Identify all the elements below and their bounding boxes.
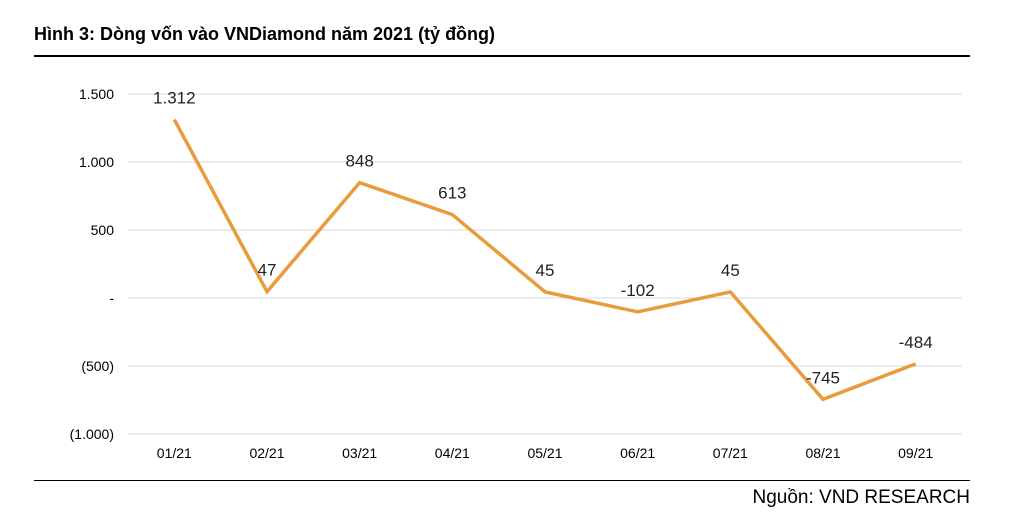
- source-note: Nguồn: VND RESEARCH: [752, 487, 970, 508]
- footer-rule: [34, 480, 970, 481]
- gridlines: [128, 93, 962, 435]
- chart-title: Hình 3: Dòng vốn vào VNDiamond năm 2021 …: [34, 24, 496, 44]
- y-tick-label: 1.000: [79, 154, 114, 170]
- y-tick-label: (1.000): [70, 426, 114, 442]
- data-label: -745: [806, 368, 840, 387]
- x-tick-label: 01/21: [157, 445, 192, 461]
- y-tick-label: 500: [91, 222, 115, 238]
- data-label: 613: [438, 184, 466, 203]
- data-label: 848: [345, 152, 373, 171]
- data-label: 45: [721, 261, 740, 280]
- title-rule: [34, 55, 970, 57]
- data-label: -484: [899, 333, 933, 352]
- x-tick-label: 04/21: [435, 445, 470, 461]
- x-tick-label: 07/21: [713, 445, 748, 461]
- x-tick-label: 09/21: [898, 445, 933, 461]
- x-tick-label: 02/21: [249, 445, 284, 461]
- x-tick-label: 06/21: [620, 445, 655, 461]
- data-label: 1.312: [153, 89, 196, 108]
- x-tick-label: 03/21: [342, 445, 377, 461]
- y-tick-label: 1.500: [79, 86, 114, 102]
- data-labels: 1.312 47 848 613 45 -102 45 -745 -484: [153, 89, 933, 388]
- x-tick-label: 05/21: [527, 445, 562, 461]
- y-tick-label: (500): [81, 358, 114, 374]
- data-label: 47: [258, 261, 277, 280]
- x-tick-label: 08/21: [805, 445, 840, 461]
- data-label: 45: [536, 261, 555, 280]
- data-label: -102: [621, 281, 655, 300]
- x-axis-ticks: 01/21 02/21 03/21 04/21 05/21 06/21 07/21 08/21…: [157, 445, 934, 461]
- y-tick-label: -: [109, 290, 114, 306]
- line-chart: 1.500 1.000 500 - (500) (1.000) 01/21 02/21 03/…: [70, 86, 962, 461]
- series-line: [172, 118, 917, 402]
- y-axis-ticks: 1.500 1.000 500 - (500) (1.000): [70, 86, 115, 442]
